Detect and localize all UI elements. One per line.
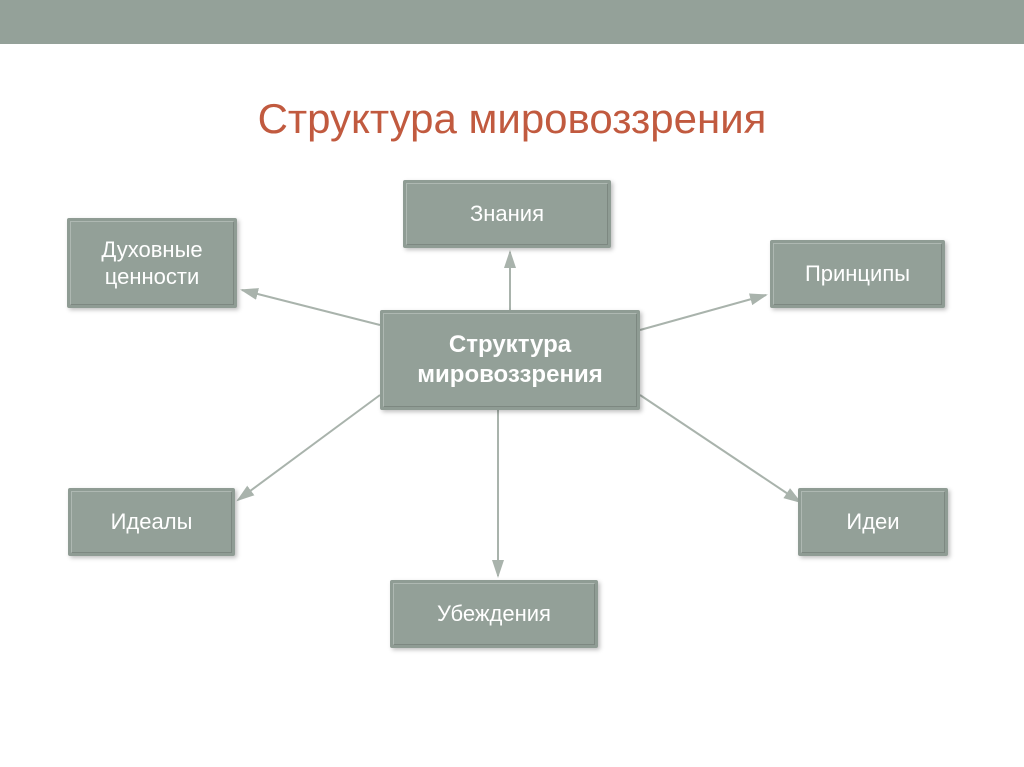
edge-group [238,252,800,576]
node-label: Структура мировоззрения [391,330,629,390]
node-center: Структура мировоззрения [380,310,640,410]
diagram-canvas: Структура мировоззрения Знания Духовные це… [0,0,1024,767]
node-bl: Идеалы [68,488,235,556]
edge-center-br [640,395,800,502]
node-br: Идеи [798,488,948,556]
node-label: Принципы [805,260,910,288]
edge-center-tr [640,295,766,330]
node-label: Духовные ценности [78,236,226,291]
node-tl: Духовные ценности [67,218,237,308]
node-bottom: Убеждения [390,580,598,648]
edge-center-tl [242,290,380,325]
node-tr: Принципы [770,240,945,308]
node-label: Идеалы [111,508,193,536]
node-label: Знания [470,200,544,228]
node-top: Знания [403,180,611,248]
edge-center-bl [238,395,380,500]
node-label: Убеждения [437,600,551,628]
node-label: Идеи [846,508,899,536]
